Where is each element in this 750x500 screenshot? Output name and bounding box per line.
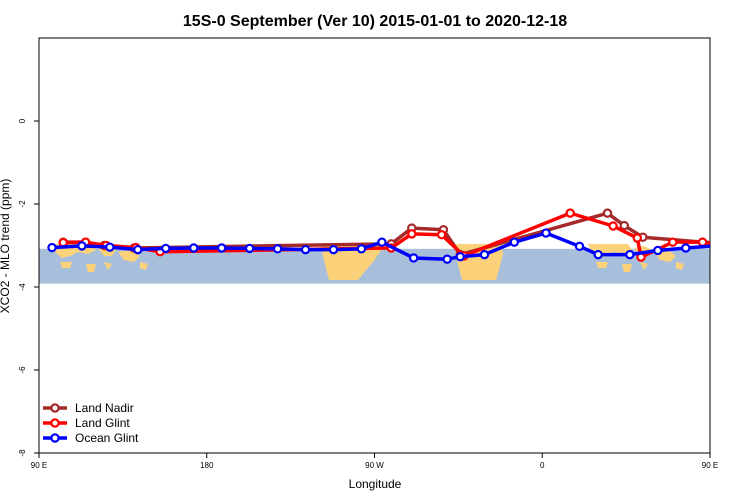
data-point-ocean-glint xyxy=(653,245,663,256)
legend-swatch-marker xyxy=(50,418,60,428)
data-point-ocean-glint xyxy=(574,241,585,252)
series-line-land-glint xyxy=(63,211,710,259)
data-point-ocean-glint xyxy=(455,252,465,262)
legend-swatch-marker xyxy=(50,403,60,413)
x-tick-label: 90 E xyxy=(31,461,47,470)
x-tick-label: 0 xyxy=(540,461,545,470)
legend-item-land-glint: Land Glint xyxy=(43,416,130,430)
data-point-ocean-glint xyxy=(47,242,57,253)
legend-swatch-marker xyxy=(50,433,60,443)
data-point-ocean-glint xyxy=(216,243,227,253)
x-tick-label: 90 E xyxy=(702,461,718,470)
land-islands-left xyxy=(52,244,148,272)
legend-item-land-nadir: Land Nadir xyxy=(43,401,134,415)
data-point-ocean-glint xyxy=(442,254,452,264)
legend-label: Land Nadir xyxy=(75,401,134,415)
data-point-land-glint xyxy=(436,230,447,240)
x-axis-label: Longitude xyxy=(349,477,402,491)
legend-label: Land Glint xyxy=(75,416,130,430)
data-point-land-glint xyxy=(668,237,678,247)
data-point-land-glint xyxy=(608,221,618,231)
data-point-ocean-glint xyxy=(593,249,603,260)
data-point-ocean-glint xyxy=(377,237,387,247)
data-point-ocean-glint xyxy=(133,244,143,255)
x-tick-label: 180 xyxy=(200,461,214,470)
data-point-ocean-glint xyxy=(541,228,551,238)
series-line-ocean-glint xyxy=(51,231,710,261)
legend-item-ocean-glint: Ocean Glint xyxy=(43,431,139,445)
data-point-land-glint xyxy=(746,245,750,252)
data-point-ocean-glint xyxy=(408,253,419,263)
legend-label: Ocean Glint xyxy=(75,431,139,445)
y-tick-label: -4 xyxy=(18,283,27,291)
data-point-ocean-glint xyxy=(161,243,171,254)
data-point-land-glint xyxy=(565,208,575,218)
data-point-ocean-glint xyxy=(328,244,339,255)
series-layer xyxy=(47,208,750,264)
data-point-ocean-glint xyxy=(189,243,199,253)
data-point-land-nadir xyxy=(619,220,629,231)
x-tick-label: 90 W xyxy=(365,461,384,470)
land-islands-right xyxy=(588,244,684,272)
data-point-land-glint xyxy=(697,237,708,247)
chart-title: 15S-0 September (Ver 10) 2015-01-01 to 2… xyxy=(183,13,567,30)
y-axis: 0 -2 -4 -6 -8 xyxy=(18,118,39,457)
data-point-land-nadir xyxy=(729,240,736,247)
data-point-ocean-glint xyxy=(300,244,311,255)
data-point-ocean-glint xyxy=(740,244,747,251)
y-tick-label: -8 xyxy=(18,449,27,457)
data-point-ocean-glint xyxy=(681,243,691,253)
data-point-land-glint xyxy=(407,229,417,239)
y-tick-label: -6 xyxy=(18,366,27,374)
data-point-ocean-glint xyxy=(244,243,255,254)
data-point-land-glint xyxy=(632,233,643,243)
y-tick-label: -2 xyxy=(18,200,27,208)
data-point-ocean-glint xyxy=(356,244,367,254)
land-south-america xyxy=(321,244,385,280)
data-point-ocean-glint xyxy=(77,241,87,251)
data-point-ocean-glint xyxy=(509,237,519,247)
y-tick-label: 0 xyxy=(18,118,27,123)
data-point-land-nadir xyxy=(746,244,750,251)
x-axis: 90 E 180 90 W 0 90 E xyxy=(31,453,718,470)
data-point-land-nadir xyxy=(602,208,613,218)
y-axis-label: XCO2 - MLO trend (ppm) xyxy=(0,179,12,314)
series-ocean-glint xyxy=(47,228,747,264)
data-point-ocean-glint xyxy=(625,249,635,260)
data-point-land-glint xyxy=(729,244,736,251)
data-point-ocean-glint xyxy=(479,249,490,260)
data-point-ocean-glint xyxy=(105,242,115,252)
data-point-ocean-glint xyxy=(712,242,719,249)
data-point-ocean-glint xyxy=(272,244,283,254)
